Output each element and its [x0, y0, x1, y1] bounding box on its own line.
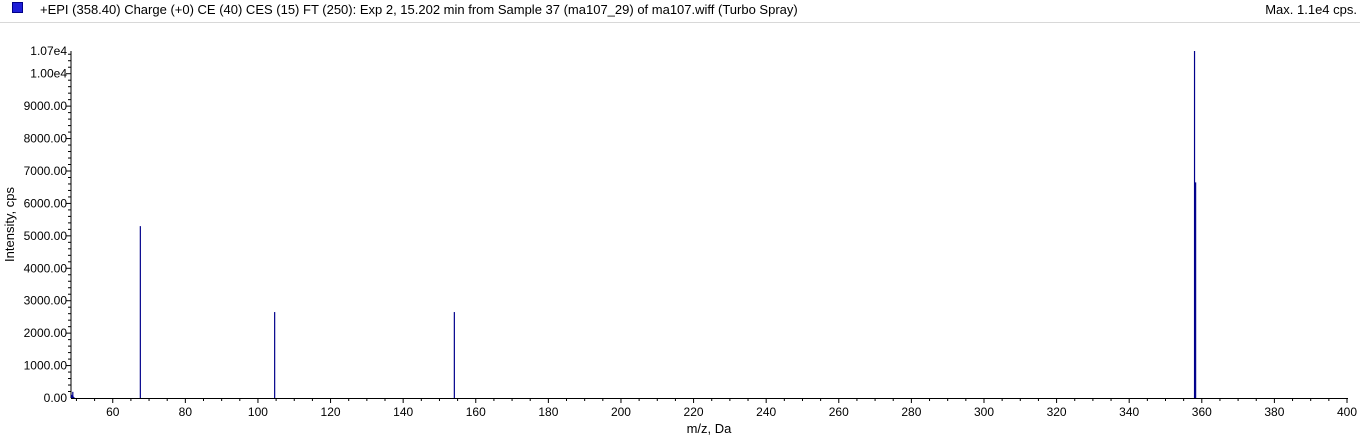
legend-swatch [12, 2, 23, 13]
x-tick-label: 200 [611, 405, 631, 419]
x-tick-label: 160 [466, 405, 486, 419]
y-axis-title: Intensity, cps [2, 187, 17, 262]
x-tick-label: 220 [684, 405, 704, 419]
y-tick-label: 3000.00 [24, 294, 68, 308]
chart-header: +EPI (358.40) Charge (+0) CE (40) CES (1… [0, 0, 1360, 23]
x-tick-label: 100 [248, 405, 268, 419]
spectrum-plot: 60 80 100 120 140 160 180 200 220 240 260 280 300 320… [2, 44, 1357, 436]
x-tick-label: 300 [974, 405, 994, 419]
x-tick-label: 260 [829, 405, 849, 419]
x-tick-label: 60 [106, 405, 120, 419]
y-tick-label: 2000.00 [24, 326, 68, 340]
y-tick-label: 4000.00 [24, 261, 68, 275]
x-tick-label: 400 [1337, 405, 1357, 419]
x-tick-label: 320 [1047, 405, 1067, 419]
x-tick-label: 180 [538, 405, 558, 419]
x-tick-label: 120 [321, 405, 341, 419]
chart-title: +EPI (358.40) Charge (+0) CE (40) CES (1… [40, 2, 798, 17]
x-tick-label: 340 [1119, 405, 1139, 419]
y-tick-label: 6000.00 [24, 196, 68, 210]
x-axis-title: m/z, Da [687, 421, 733, 436]
y-tick-label: 1.00e4 [30, 67, 67, 81]
y-tick-label: 1.07e4 [30, 44, 67, 58]
max-intensity-label: Max. 1.1e4 cps. [1265, 2, 1357, 17]
y-tick-label: 0.00 [44, 391, 68, 405]
x-tick-label: 380 [1264, 405, 1284, 419]
x-tick-label: 240 [756, 405, 776, 419]
x-tick-label: 80 [179, 405, 193, 419]
y-tick-label: 9000.00 [24, 99, 68, 113]
origin-marker [71, 394, 75, 398]
y-tick-label: 5000.00 [24, 229, 68, 243]
x-tick-label: 280 [901, 405, 921, 419]
y-tick-label: 1000.00 [24, 359, 68, 373]
y-tick-label: 7000.00 [24, 164, 68, 178]
y-tick-label: 8000.00 [24, 132, 68, 146]
x-tick-label: 140 [393, 405, 413, 419]
x-tick-label: 360 [1192, 405, 1212, 419]
